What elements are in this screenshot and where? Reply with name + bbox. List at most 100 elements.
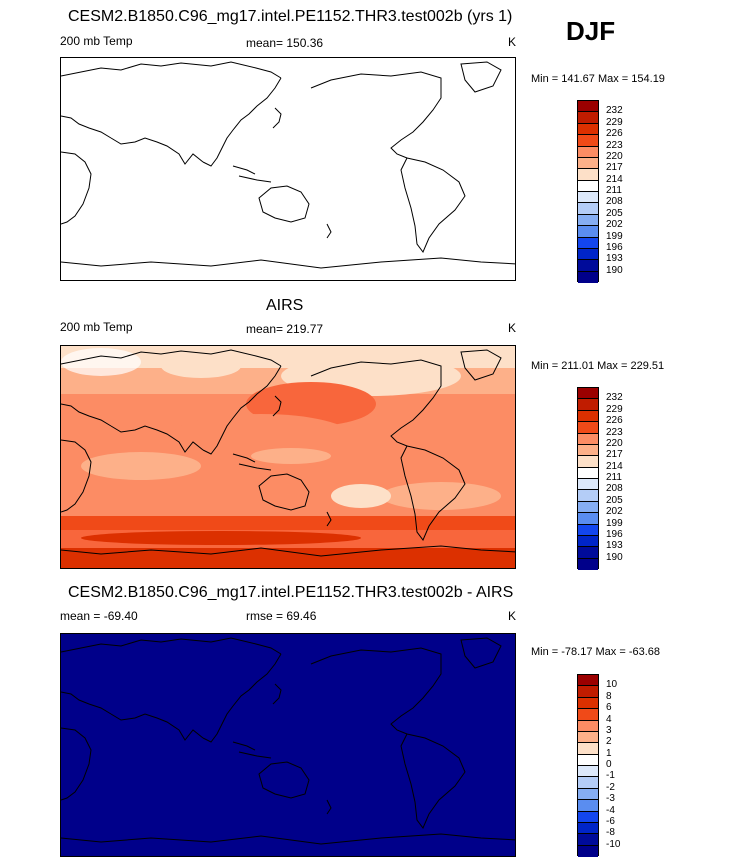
colorbar-tick-label: 223 <box>606 139 623 151</box>
colorbar-tick-label: 232 <box>606 392 623 404</box>
colorbar-cell <box>578 467 598 479</box>
panel2-units: K <box>508 321 517 335</box>
panel3-left-label: mean = -69.40 <box>60 609 138 623</box>
colorbar-tick-label: -4 <box>606 804 615 816</box>
coastline <box>61 545 515 557</box>
panel3-map-svg <box>61 634 515 856</box>
colorbar-tick-label: 2 <box>606 736 612 748</box>
colorbar-cell <box>578 192 598 204</box>
coastline <box>232 741 272 759</box>
colorbar-tick-label: 196 <box>606 241 623 253</box>
colorbar-cell <box>578 388 598 400</box>
colorbar-tick-label: 193 <box>606 253 623 265</box>
colorbar-cell <box>578 180 598 192</box>
colorbar-tick-label: 6 <box>606 702 612 714</box>
coastline <box>326 799 332 815</box>
coastline <box>272 395 282 417</box>
colorbar-tick-label: 232 <box>606 105 623 117</box>
coastline <box>202 653 282 743</box>
colorbar-cell <box>578 766 598 778</box>
panel2-cold-siberia <box>161 354 241 378</box>
panel1-title: CESM2.B1850.C96_mg17.intel.PE1152.THR3.t… <box>68 8 513 25</box>
colorbar-cell <box>578 513 598 525</box>
colorbar-cell <box>578 169 598 181</box>
coastline <box>110 137 204 165</box>
coastline <box>400 445 466 541</box>
panel2-cool-south-pacific <box>331 484 391 508</box>
colorbar-cell <box>578 112 598 124</box>
colorbar-cell <box>578 237 598 249</box>
panel1-units: K <box>508 35 517 49</box>
panel3-minmax: Min = -78.17 Max = -63.68 <box>531 646 661 658</box>
colorbar-cell <box>578 214 598 227</box>
panel2-band-south-mid <box>61 516 515 530</box>
panel2-left-label: 200 mb Temp <box>60 320 133 334</box>
coastline <box>258 473 310 511</box>
panel1-map-svg <box>61 61 515 269</box>
coastline <box>258 185 310 223</box>
colorbar-cell <box>578 203 598 215</box>
panel2-cool-indian <box>81 452 201 480</box>
colorbar-tick-label: 199 <box>606 517 623 529</box>
panel2-map-svg <box>61 346 515 568</box>
colorbar-tick-label: 190 <box>606 264 623 276</box>
colorbar-tick-label: 202 <box>606 219 623 231</box>
coastline <box>61 833 515 845</box>
coastline <box>61 637 282 655</box>
panel1-map <box>60 57 516 281</box>
colorbar-cell <box>578 422 598 434</box>
coastline <box>61 151 92 225</box>
panel3-title: CESM2.B1850.C96_mg17.intel.PE1152.THR3.t… <box>68 584 514 601</box>
coastline <box>61 403 112 427</box>
panel1-coastlines <box>61 61 515 269</box>
colorbar-tick-label: -8 <box>606 827 615 839</box>
colorbar-cell <box>578 501 598 514</box>
colorbar-tick-label: 217 <box>606 449 623 461</box>
panel2-warm-southern-ocean <box>81 531 361 545</box>
colorbar-tick-label: -6 <box>606 815 615 827</box>
colorbar-cell <box>578 123 598 136</box>
colorbar-cell <box>578 800 598 812</box>
coastline <box>326 223 332 239</box>
colorbar-tick-label: 3 <box>606 724 612 736</box>
colorbar-tick-label: 10 <box>606 679 618 691</box>
colorbar-cell <box>578 788 598 801</box>
coastline <box>202 77 282 167</box>
colorbar-tick-label: 0 <box>606 759 612 770</box>
colorbar-cell <box>578 720 598 732</box>
coastline <box>232 453 272 471</box>
colorbar-tick-label: 229 <box>606 403 623 415</box>
colorbar-cell <box>578 101 598 113</box>
coastline <box>61 349 282 367</box>
coastline <box>258 761 310 799</box>
coastline <box>326 511 332 527</box>
coastline <box>460 349 502 381</box>
colorbar-tick-label: 211 <box>606 472 622 483</box>
colorbar-tick-label: 220 <box>606 150 623 162</box>
colorbar-tick-label: 4 <box>606 713 612 725</box>
colorbar-cell <box>578 535 598 548</box>
colorbar-cell <box>578 226 598 238</box>
coastline <box>61 115 112 139</box>
colorbar-cell <box>578 433 598 445</box>
colorbar-cell <box>578 547 598 559</box>
colorbar-tick-label: 205 <box>606 494 623 506</box>
colorbar-cell <box>578 811 598 823</box>
panel2-map <box>60 345 516 569</box>
coastline <box>272 683 282 705</box>
colorbar-cell <box>578 686 598 698</box>
panel2-coastlines <box>61 349 515 557</box>
colorbar-cell <box>578 135 598 147</box>
colorbar-tick-label: 205 <box>606 207 623 219</box>
colorbar-tick-label: 211 <box>606 185 622 196</box>
coastline <box>310 359 442 447</box>
coastline <box>400 157 466 253</box>
coastline <box>202 365 282 455</box>
colorbar-tick-label: 214 <box>606 460 623 472</box>
colorbar-tick-label: 214 <box>606 173 623 185</box>
coastline <box>61 61 282 79</box>
colorbar-cell <box>578 157 598 170</box>
panel3-rmse: rmse = 69.46 <box>246 609 317 623</box>
colorbar-tick-label: -2 <box>606 781 615 793</box>
panel2-cool-central-pacific <box>251 448 331 464</box>
